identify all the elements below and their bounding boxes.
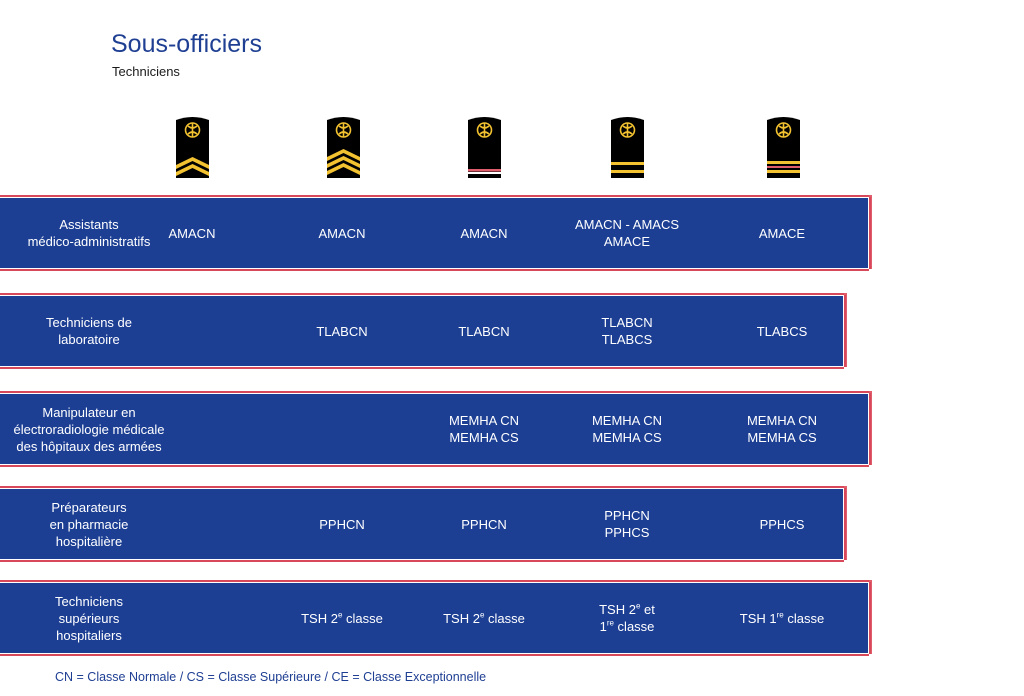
cell: TLABCN xyxy=(316,323,368,339)
cell: TLABCN TLABCS xyxy=(601,315,653,347)
cell: TSH 2e et 1re classe xyxy=(599,601,655,634)
page-subtitle: Techniciens xyxy=(112,64,180,79)
cell: MEMHA CN MEMHA CS xyxy=(746,413,818,445)
row-assistants: Assistants médico-administratifs AMACN AM… xyxy=(0,197,869,269)
row-label: Préparateurs en pharmacie hospitalière xyxy=(49,499,129,549)
rank-insignia-3 xyxy=(468,117,501,178)
cell: MEMHA CN MEMHA CS xyxy=(591,413,663,445)
cell: AMACN xyxy=(318,225,366,241)
rank-insignia-4 xyxy=(611,117,644,178)
rank-insignia-1 xyxy=(176,117,209,178)
row-preparateurs: Préparateurs en pharmacie hospitalière PPH… xyxy=(0,488,844,560)
cell: TLABCN xyxy=(458,323,510,339)
row-label: Assistants médico-administratifs xyxy=(27,217,151,249)
rank-insignia-2 xyxy=(327,117,360,178)
cell: PPHCS xyxy=(759,516,805,532)
row-techniciens-superieurs: Techniciens supérieurs hospitaliers TSH 2e… xyxy=(0,582,869,654)
cell: TSH 2e classe xyxy=(443,610,525,626)
page-title: Sous-officiers xyxy=(111,30,262,58)
row-label: Techniciens supérieurs hospitaliers xyxy=(55,593,123,643)
cell: TLABCS xyxy=(756,323,808,339)
cell: MEMHA CN MEMHA CS xyxy=(448,413,520,445)
cell: TSH 2e classe xyxy=(301,610,383,626)
cell: AMACN xyxy=(460,225,508,241)
cell: PPHCN PPHCS xyxy=(604,508,650,540)
row-laboratoire: Techniciens de laboratoire TLABCN TLABCN … xyxy=(0,295,844,367)
cell: PPHCN xyxy=(461,516,507,532)
cell: AMACN - AMACS AMACE xyxy=(574,217,679,249)
cell: TSH 1re classe xyxy=(739,610,825,626)
cell: AMACN xyxy=(168,225,216,241)
row-manipulateur: Manipulateur en électroradiologie médical… xyxy=(0,393,869,465)
row-label: Techniciens de laboratoire xyxy=(46,315,132,347)
cell: AMACE xyxy=(758,225,806,241)
row-label: Manipulateur en électroradiologie médical… xyxy=(13,404,165,454)
legend: CN = Classe Normale / CS = Classe Supéri… xyxy=(55,670,487,684)
rank-insignia-5 xyxy=(767,117,800,178)
cell: PPHCN xyxy=(319,516,365,532)
